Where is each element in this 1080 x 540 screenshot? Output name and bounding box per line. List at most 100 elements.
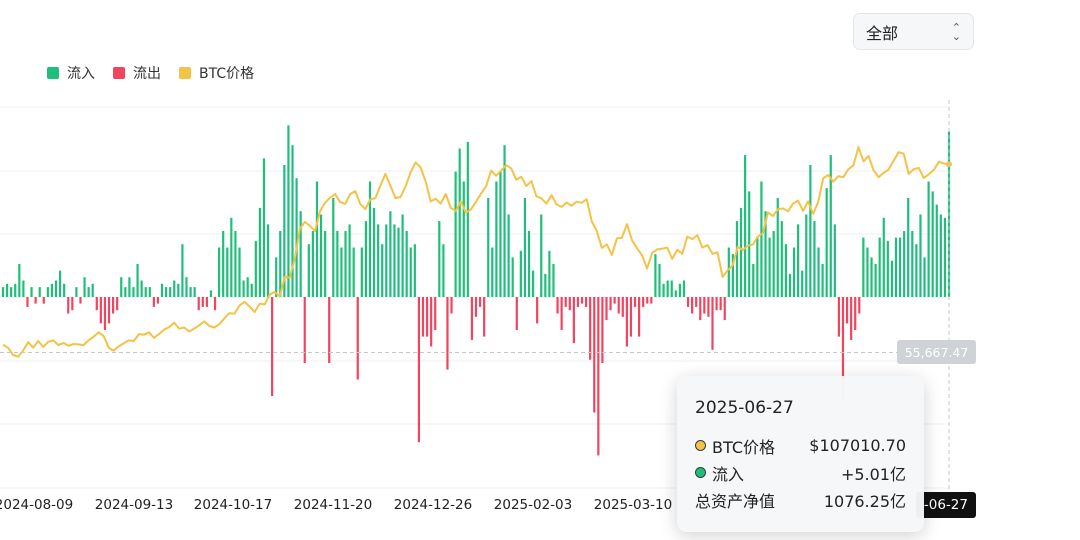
outflow-bar (691, 297, 694, 314)
inflow-bar (817, 247, 820, 297)
outflow-bar (213, 297, 217, 311)
outflow-bar (556, 297, 559, 314)
outflow-bar (303, 297, 306, 363)
inflow-bar (140, 280, 143, 297)
inflow-bar (50, 283, 54, 297)
outflow-bar (474, 297, 478, 317)
inflow-bar (903, 231, 906, 297)
crosshair-price-label: 55,667.47 (897, 340, 976, 364)
inflow-bar (752, 264, 755, 297)
inflow-bar (487, 198, 490, 297)
inflow-bar (18, 264, 21, 297)
inflow-bar (654, 254, 657, 297)
outflow-bar (446, 297, 449, 370)
inflow-bar (319, 214, 323, 297)
inflow-bar (75, 287, 78, 297)
tooltip-row-nav: 总资产净值 1076.25亿 (695, 486, 906, 513)
inflow-bar (209, 290, 213, 297)
outflow-bar (205, 297, 208, 307)
outflow-bar (328, 297, 331, 363)
outflow-bar (152, 297, 155, 307)
inflow-bar (670, 280, 673, 297)
inflow-bar (287, 125, 290, 298)
inflow-bar (291, 145, 294, 297)
inflow-bar (495, 181, 498, 297)
range-select[interactable]: 全部 ⌃ ⌄ (853, 13, 974, 50)
x-tick-label: 2024-12-26 (394, 497, 472, 513)
outflow-bar (434, 297, 437, 330)
outflow-bar (850, 297, 853, 340)
inflow-bar (772, 231, 775, 297)
inflow-bar (540, 214, 543, 297)
outflow-bar (156, 297, 160, 304)
inflow-bar (340, 247, 343, 297)
inflow-bar (246, 277, 249, 297)
inflow-bar (731, 254, 734, 297)
x-tick-label: 2024-08-09 (0, 497, 73, 513)
inflow-bar (83, 277, 86, 297)
inflow-bar (144, 287, 147, 297)
inflow-bar (266, 224, 270, 297)
inflow-bar (238, 247, 241, 297)
inflow-bar (862, 237, 865, 297)
outflow-bar (197, 297, 200, 311)
legend-swatch-btc-price (179, 67, 191, 79)
legend-label-outflow: 流出 (133, 66, 161, 82)
inflow-bar (385, 224, 388, 297)
inflow-bar (527, 231, 531, 297)
inflow-bar (548, 250, 551, 297)
inflow-bar (372, 207, 376, 297)
outflow-bar (67, 297, 70, 314)
outflow-bar (629, 297, 633, 337)
inflow-bar (438, 221, 441, 297)
inflow-bar (226, 247, 229, 297)
inflow-bar (279, 231, 282, 297)
inflow-bar (381, 244, 384, 297)
inflow-bar (454, 171, 457, 297)
inflow-bar (523, 198, 527, 297)
legend-item-inflow[interactable]: 流入 (47, 63, 95, 83)
inflow-bar (792, 247, 796, 297)
inflow-bar (744, 155, 747, 297)
outflow-bar (536, 297, 539, 324)
inflow-bar (230, 217, 233, 297)
outflow-bar (621, 297, 624, 317)
btc-price-line (2, 146, 950, 358)
outflow-bar (425, 297, 429, 337)
tooltip-price-value: $107010.70 (809, 436, 906, 455)
inflow-bar (332, 198, 335, 297)
outflow-bar (854, 297, 857, 330)
inflow-bar (124, 287, 127, 297)
inflow-bar (923, 257, 926, 297)
inflow-bar (658, 264, 661, 297)
inflow-bar (181, 244, 184, 297)
inflow-bar (829, 155, 832, 297)
inflow-bar (760, 181, 763, 297)
inflow-bar (727, 247, 730, 297)
outflow-bar (699, 297, 702, 321)
inflow-bar (890, 260, 894, 297)
inflow-bar (833, 224, 836, 297)
inflow-bar (764, 211, 767, 297)
legend-swatch-outflow (113, 67, 125, 79)
legend-item-btc-price[interactable]: BTC价格 (179, 63, 254, 83)
inflow-bar (813, 221, 816, 297)
inflow-bar (46, 287, 49, 297)
outflow-bar (111, 297, 115, 314)
chevron-updown-icon: ⌃ ⌄ (951, 20, 961, 43)
price-dot-icon (695, 440, 706, 451)
inflow-bar (662, 283, 665, 297)
x-tick-label: 2024-09-13 (95, 497, 173, 513)
outflow-bar (703, 297, 706, 314)
inflow-bar (519, 250, 522, 297)
chart-legend: 流入 流出 BTC价格 (47, 63, 254, 83)
outflow-bar (564, 297, 567, 307)
inflow-bar (531, 270, 535, 297)
inflow-bar (866, 247, 869, 297)
inflow-bar (788, 273, 792, 297)
inflow-bar (169, 287, 172, 297)
inflow-bar (466, 141, 469, 297)
legend-item-outflow[interactable]: 流出 (113, 63, 161, 83)
outflow-bar (617, 297, 620, 314)
